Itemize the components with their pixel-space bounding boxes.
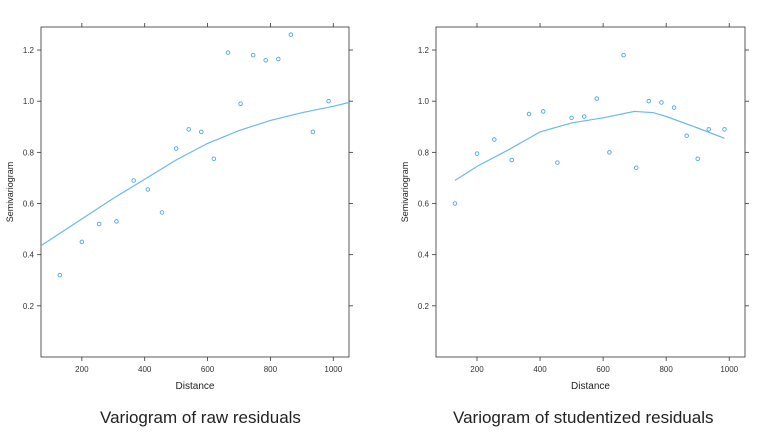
y-tick-label: 0.8 xyxy=(418,148,430,157)
y-tick-label: 0.6 xyxy=(23,200,35,209)
data-point xyxy=(326,98,331,104)
data-point xyxy=(526,111,532,117)
x-tick-label: 400 xyxy=(138,365,152,374)
y-tick-label: 1.0 xyxy=(418,97,430,106)
x-tick-label: 800 xyxy=(659,365,673,374)
data-point xyxy=(474,151,480,156)
data-point xyxy=(684,133,689,138)
y-tick-label: 0.2 xyxy=(418,302,430,311)
data-point xyxy=(722,127,727,132)
data-point xyxy=(509,157,514,163)
y-tick-label: 0.8 xyxy=(23,148,35,157)
data-point xyxy=(173,146,179,151)
data-point xyxy=(288,32,294,37)
y-tick-label: 1.2 xyxy=(418,46,430,55)
data-point xyxy=(114,219,119,224)
x-tick-label: 200 xyxy=(470,365,484,374)
caption-studentized-residuals: Variogram of studentized residuals xyxy=(453,408,714,427)
data-point xyxy=(555,160,560,165)
data-point xyxy=(621,52,626,58)
data-point xyxy=(238,101,243,106)
x-tick-label: 600 xyxy=(596,365,610,374)
x-tick-label: 1000 xyxy=(720,365,738,374)
raw-residuals-variogram: 200 400 600 800 1000 0.2 0.4 0.6 0.8 1.0 1.2 Distan… xyxy=(5,23,353,392)
data-point xyxy=(540,109,546,114)
smooth-line xyxy=(454,110,725,182)
data-point xyxy=(659,100,664,105)
data-point xyxy=(145,187,151,192)
data-point xyxy=(131,178,136,183)
plot-frame xyxy=(40,26,350,358)
smooth-line xyxy=(41,101,349,247)
data-point xyxy=(706,127,711,132)
x-tick-label: 400 xyxy=(533,365,547,374)
data-point xyxy=(225,50,231,55)
plot-area xyxy=(41,32,349,278)
data-point xyxy=(607,150,612,155)
data-point xyxy=(199,129,204,135)
x-tick-label: 200 xyxy=(75,365,89,374)
data-point xyxy=(695,156,700,161)
data-point xyxy=(57,272,63,278)
data-point xyxy=(250,52,256,58)
data-point xyxy=(159,210,165,215)
x-axis-label: Distance xyxy=(571,381,610,392)
x-tick-label: 1000 xyxy=(324,365,342,374)
data-point xyxy=(646,98,652,104)
y-tick-label: 0.4 xyxy=(23,251,35,260)
data-point xyxy=(671,105,677,110)
data-point xyxy=(186,127,191,132)
studentized-residuals-variogram: 200 400 600 800 1000 0.2 0.4 0.6 0.8 1.0 1.2 Distan… xyxy=(400,23,749,392)
x-tick-label: 600 xyxy=(201,365,215,374)
y-tick-label: 1.0 xyxy=(23,97,35,106)
data-point xyxy=(569,115,574,121)
x-tick-label: 800 xyxy=(264,365,278,374)
caption-raw-residuals: Variogram of raw residuals xyxy=(100,408,301,427)
data-point xyxy=(492,137,497,142)
y-tick-label: 0.4 xyxy=(418,251,430,260)
y-axis-label: Semivariogram xyxy=(400,162,410,223)
data-point xyxy=(276,56,281,62)
y-tick-label: 0.2 xyxy=(23,302,35,311)
data-point xyxy=(263,58,268,63)
y-tick-label: 1.2 xyxy=(23,46,35,55)
data-point xyxy=(211,156,217,161)
plot-area xyxy=(452,52,727,206)
data-point xyxy=(581,114,587,119)
data-point xyxy=(79,239,85,245)
data-point xyxy=(633,165,639,170)
x-axis-label: Distance xyxy=(176,381,215,392)
y-axis-label: Semivariogram xyxy=(5,162,15,223)
data-point xyxy=(594,96,600,101)
plot-frame xyxy=(435,26,746,358)
data-point xyxy=(96,221,102,227)
data-point xyxy=(310,129,316,135)
y-tick-label: 0.6 xyxy=(418,200,430,209)
data-point xyxy=(452,201,458,206)
